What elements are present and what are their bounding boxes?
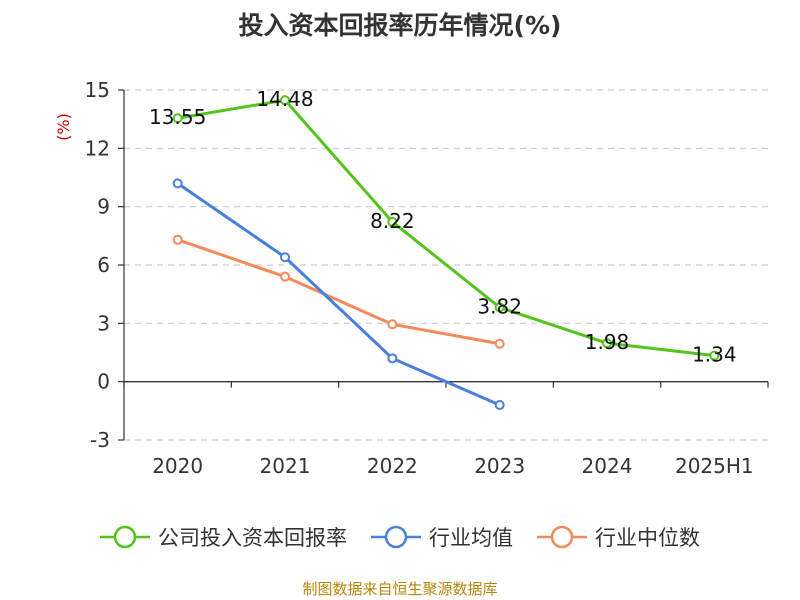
legend-label: 行业均值 bbox=[429, 526, 513, 550]
data-point bbox=[494, 302, 505, 313]
data-label: 3.82 bbox=[477, 294, 522, 318]
series-line bbox=[177, 98, 715, 358]
legend-marker-icon bbox=[550, 525, 574, 549]
data-point bbox=[709, 350, 720, 361]
x-tick-label: 2020 bbox=[152, 454, 203, 478]
y-tick-label: 6 bbox=[97, 253, 110, 277]
x-tick-label: 2024 bbox=[582, 454, 633, 478]
y-axis-unit-label: (%) bbox=[54, 113, 73, 141]
data-label: 8.22 bbox=[370, 209, 415, 233]
axes: -3 0 3 6 9 12 15 2020 2021 2022 2023 2024 2025H1 bbox=[85, 78, 769, 478]
y-tick-label: 9 bbox=[97, 195, 110, 219]
legend-marker-icon bbox=[384, 525, 408, 549]
data-label: 1.98 bbox=[585, 330, 630, 354]
series-line bbox=[177, 238, 500, 346]
data-labels: 13.55 14.48 8.22 3.82 1.98 1.34 bbox=[149, 87, 737, 367]
data-point bbox=[280, 271, 290, 282]
data-point bbox=[387, 319, 398, 330]
x-tick-label: 2022 bbox=[367, 454, 418, 478]
data-label: 13.55 bbox=[149, 105, 206, 129]
x-tick-label: 2021 bbox=[260, 454, 311, 478]
x-tick-label: 2025H1 bbox=[675, 454, 754, 478]
data-point bbox=[172, 113, 183, 124]
data-source-note: 制图数据来自恒生聚源数据库 bbox=[302, 580, 498, 598]
legend-item[interactable]: 行业均值 bbox=[371, 525, 513, 550]
legend-item[interactable]: 行业中位数 bbox=[537, 525, 700, 550]
y-tick-label: 12 bbox=[85, 136, 110, 160]
data-point bbox=[280, 252, 290, 263]
data-point bbox=[280, 95, 290, 106]
legend-item[interactable]: 公司投入资本回报率 bbox=[100, 525, 347, 550]
data-label: 14.48 bbox=[256, 87, 313, 111]
x-tick-label: 2023 bbox=[474, 454, 525, 478]
legend[interactable]: 公司投入资本回报率 行业均值 行业中位数 bbox=[100, 525, 700, 550]
y-tick-label: 0 bbox=[97, 370, 110, 394]
data-point bbox=[172, 234, 183, 245]
data-label: 1.34 bbox=[692, 343, 737, 367]
series-lines bbox=[172, 95, 720, 410]
legend-label: 公司投入资本回报率 bbox=[158, 526, 347, 550]
legend-label: 行业中位数 bbox=[595, 526, 700, 550]
y-tick-label: 15 bbox=[85, 78, 110, 102]
chart-title: 投入资本回报率历年情况(%) bbox=[238, 11, 562, 40]
data-point bbox=[387, 216, 398, 227]
data-point bbox=[387, 353, 398, 364]
series-line bbox=[176, 182, 501, 407]
data-point bbox=[172, 178, 183, 189]
data-point bbox=[494, 338, 505, 349]
y-tick-label: -3 bbox=[90, 428, 110, 452]
y-tick-label: 3 bbox=[97, 311, 110, 335]
data-point bbox=[494, 400, 505, 410]
data-point bbox=[602, 338, 612, 349]
legend-marker-icon bbox=[113, 525, 137, 549]
